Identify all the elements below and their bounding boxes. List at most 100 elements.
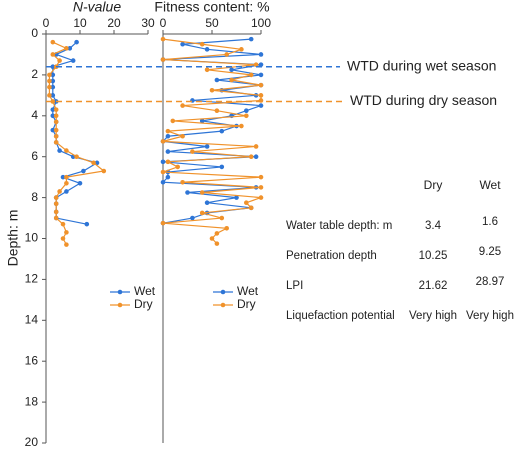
data-point — [214, 108, 220, 113]
table-cell: 9.25 — [479, 246, 501, 258]
data-point — [253, 144, 259, 149]
legend-label: Dry — [134, 297, 153, 311]
table-row-label: Water table depth: m — [286, 220, 392, 232]
data-point — [219, 164, 225, 170]
table-cell: 21.62 — [419, 280, 448, 292]
table-cell: 28.97 — [476, 276, 505, 288]
data-point — [50, 39, 56, 45]
data-point — [180, 179, 185, 185]
legend-label: Wet — [237, 284, 259, 298]
data-point — [60, 221, 66, 227]
data-point — [204, 67, 210, 73]
data-point — [50, 99, 56, 104]
x-tick-label: 0 — [43, 16, 50, 30]
data-point — [165, 174, 171, 180]
legend-label: Dry — [237, 297, 256, 311]
legend-marker — [117, 302, 123, 308]
data-point — [50, 113, 56, 119]
data-point — [84, 221, 90, 227]
data-point — [70, 58, 76, 63]
data-point — [248, 72, 254, 78]
data-point — [248, 154, 254, 159]
data-point — [253, 62, 259, 67]
data-point — [160, 139, 166, 144]
x-tick-label: 30 — [141, 16, 155, 30]
y-tick-label: 2 — [31, 67, 38, 81]
data-point — [64, 180, 69, 186]
data-point — [53, 127, 59, 133]
data-point — [258, 195, 264, 200]
data-point — [64, 174, 69, 180]
table-cell: 3.4 — [425, 220, 442, 232]
data-point — [224, 52, 229, 57]
table-row-label: LPI — [286, 280, 303, 292]
data-point — [185, 190, 190, 195]
data-point — [101, 168, 107, 174]
table-header: Dry — [424, 178, 443, 192]
data-point — [190, 149, 195, 154]
data-point — [160, 179, 166, 185]
data-point — [248, 36, 254, 42]
data-point — [57, 189, 62, 194]
table-cell: 10.25 — [419, 250, 448, 262]
data-point — [81, 168, 86, 174]
data-point — [50, 127, 56, 133]
data-point — [53, 133, 59, 139]
data-point — [204, 47, 210, 52]
x-tick-label: 20 — [107, 16, 121, 30]
data-point — [244, 200, 249, 206]
data-point — [53, 113, 59, 119]
y-tick-label: 20 — [25, 435, 39, 449]
wtd-label: WTD during wet season — [347, 57, 496, 73]
data-point — [199, 118, 205, 124]
data-point — [77, 180, 83, 186]
data-point — [53, 215, 59, 221]
data-point — [214, 231, 220, 236]
data-point — [204, 200, 210, 206]
data-point — [199, 41, 205, 47]
data-point — [258, 82, 264, 88]
data-point — [91, 160, 96, 166]
table-row-label: Liquefaction potential — [286, 310, 395, 322]
table-cell: Very high — [466, 310, 514, 322]
data-point — [50, 93, 56, 98]
y-tick-label: 4 — [31, 108, 38, 122]
data-point — [234, 195, 239, 200]
legend-label: Wet — [134, 284, 156, 298]
data-point — [204, 144, 210, 149]
data-point — [258, 93, 264, 98]
data-point — [64, 46, 69, 51]
data-point — [199, 190, 205, 195]
data-point — [239, 123, 244, 129]
data-point — [50, 64, 56, 70]
data-point — [258, 52, 264, 57]
data-point — [165, 159, 171, 165]
data-point — [170, 118, 176, 124]
table-cell: 1.6 — [482, 216, 498, 228]
data-point — [50, 78, 56, 84]
data-point — [50, 84, 56, 90]
x-tick-label: 100 — [251, 16, 271, 30]
data-point — [64, 242, 69, 247]
data-point — [190, 215, 195, 221]
series-line — [52, 41, 99, 225]
data-point — [180, 133, 185, 139]
y-tick-label: 12 — [25, 272, 39, 286]
data-point — [47, 93, 52, 98]
data-point — [229, 77, 234, 83]
data-point — [47, 84, 52, 90]
data-point — [219, 215, 225, 221]
data-point — [57, 58, 62, 63]
data-point — [53, 209, 59, 215]
data-point — [258, 103, 264, 108]
data-point — [165, 149, 171, 154]
data-point — [165, 128, 171, 134]
x-tick-label: 50 — [205, 16, 219, 30]
data-point — [53, 140, 59, 145]
data-point — [219, 128, 225, 134]
data-point — [74, 154, 79, 159]
data-point — [175, 164, 180, 170]
data-point — [64, 148, 69, 153]
data-point — [258, 72, 264, 78]
